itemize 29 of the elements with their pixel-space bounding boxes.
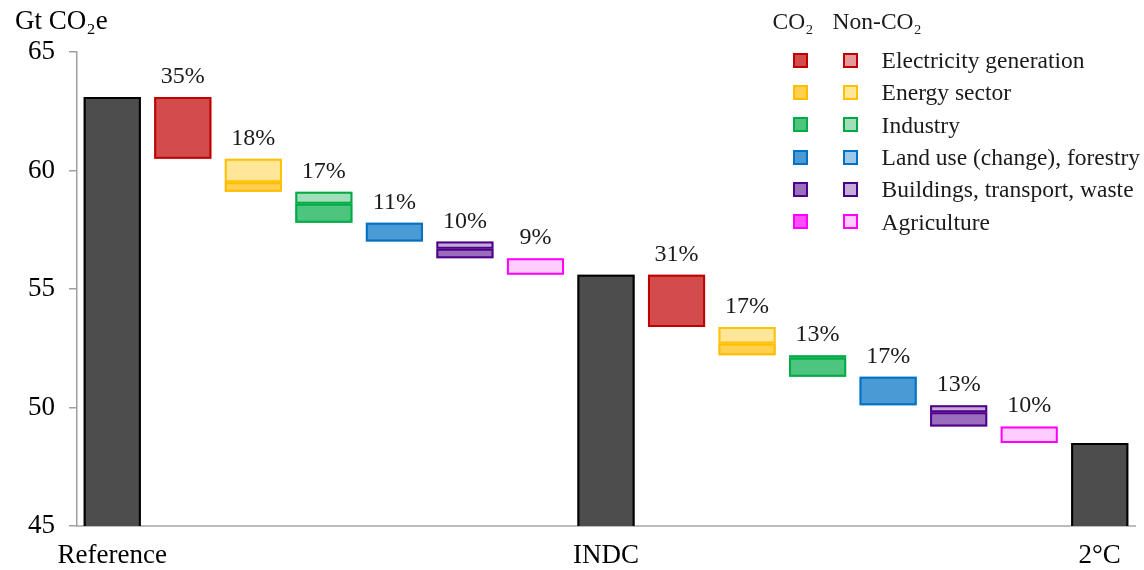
annotation: 17% [725, 291, 770, 318]
annotation: 10% [1007, 391, 1052, 418]
legend-label: Land use (change), forestry [881, 144, 1140, 171]
x-tick-label: 2°C [1078, 539, 1121, 570]
legend-label: Buildings, transport, waste [881, 176, 1135, 203]
annotation: 13% [795, 320, 840, 347]
annotation: 10% [442, 206, 487, 233]
annotation: 18% [231, 123, 276, 150]
annotation: 13% [936, 370, 981, 397]
annotation: 17% [866, 341, 911, 368]
y-axis-title: Gt CO₂e [15, 5, 108, 36]
y-tick-label: 60 [28, 153, 55, 184]
y-tick-label: 45 [28, 509, 55, 540]
annotation: 9% [519, 223, 552, 250]
annotation: 31% [654, 239, 699, 266]
x-tick-label: Reference [57, 539, 167, 570]
y-tick-label: 65 [28, 35, 55, 66]
legend-label: Electricity generation [881, 47, 1086, 74]
y-tick-label: 50 [28, 390, 55, 421]
annotation: 17% [301, 156, 346, 183]
text: Non-CO₂ [832, 8, 923, 34]
text: CO₂ [772, 8, 815, 34]
x-tick-label: INDC [573, 539, 639, 570]
legend-label: Energy sector [881, 79, 1013, 106]
legend-label: Agriculture [881, 208, 991, 235]
annotation: 35% [160, 62, 205, 89]
y-tick-label: 55 [28, 272, 55, 303]
annotation: 11% [372, 187, 416, 214]
legend-label: Industry [881, 111, 961, 138]
